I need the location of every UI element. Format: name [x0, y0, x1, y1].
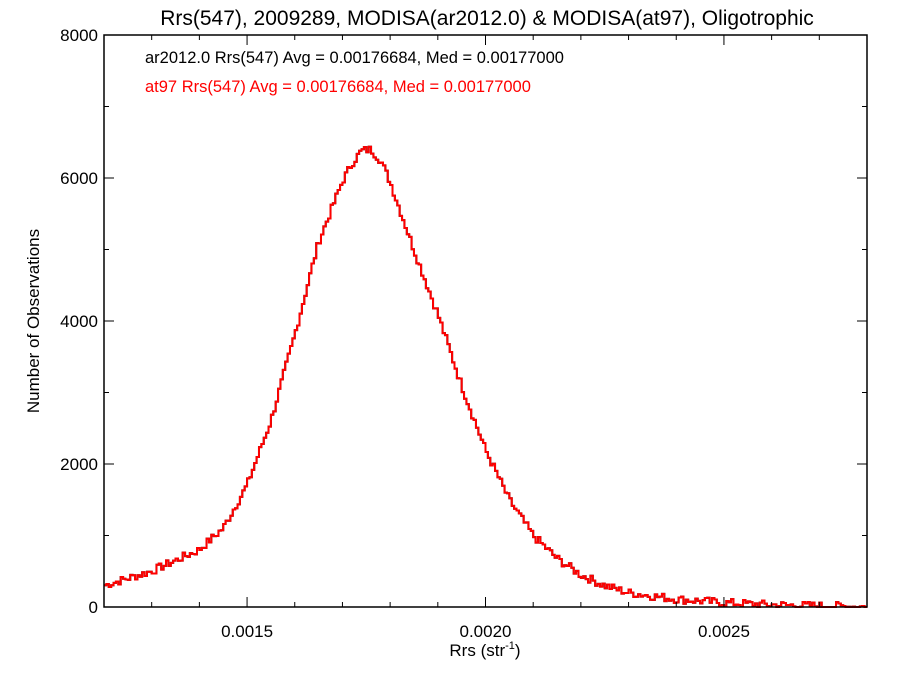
legend-at97: at97 Rrs(547) Avg = 0.00176684, Med = 0.…: [145, 78, 531, 96]
x-axis-title: Rrs (str-1): [449, 640, 520, 660]
chart-title: Rrs(547), 2009289, MODISA(ar2012.0) & MO…: [160, 7, 814, 30]
y-axis-title: Number of Observations: [24, 229, 43, 413]
x-axis: 0.0015 0.0020 0.0025: [151, 35, 820, 641]
y-tick-label: 2000: [60, 455, 98, 474]
y-tick-label: 0: [89, 598, 98, 617]
x-tick-label: 0.0025: [698, 622, 750, 641]
plot-frame: [103, 34, 868, 608]
x-tick-label: 0.0020: [460, 622, 512, 641]
y-tick-label: 8000: [60, 26, 98, 45]
plot-area: [104, 145, 867, 608]
legend-ar2012: ar2012.0 Rrs(547) Avg = 0.00176684, Med …: [145, 49, 564, 67]
x-tick-label: 0.0015: [221, 622, 273, 641]
series-line-ar20120: [104, 145, 867, 608]
series-line-at97: [104, 145, 867, 608]
y-tick-label: 6000: [60, 169, 98, 188]
x-axis-title-main: Rrs (str: [449, 641, 505, 660]
x-axis-title-close: ): [515, 641, 521, 660]
y-axis: 0 2000 4000 6000 8000: [60, 26, 867, 617]
x-axis-title-sup: -1: [505, 640, 515, 652]
y-tick-label: 4000: [60, 312, 98, 331]
